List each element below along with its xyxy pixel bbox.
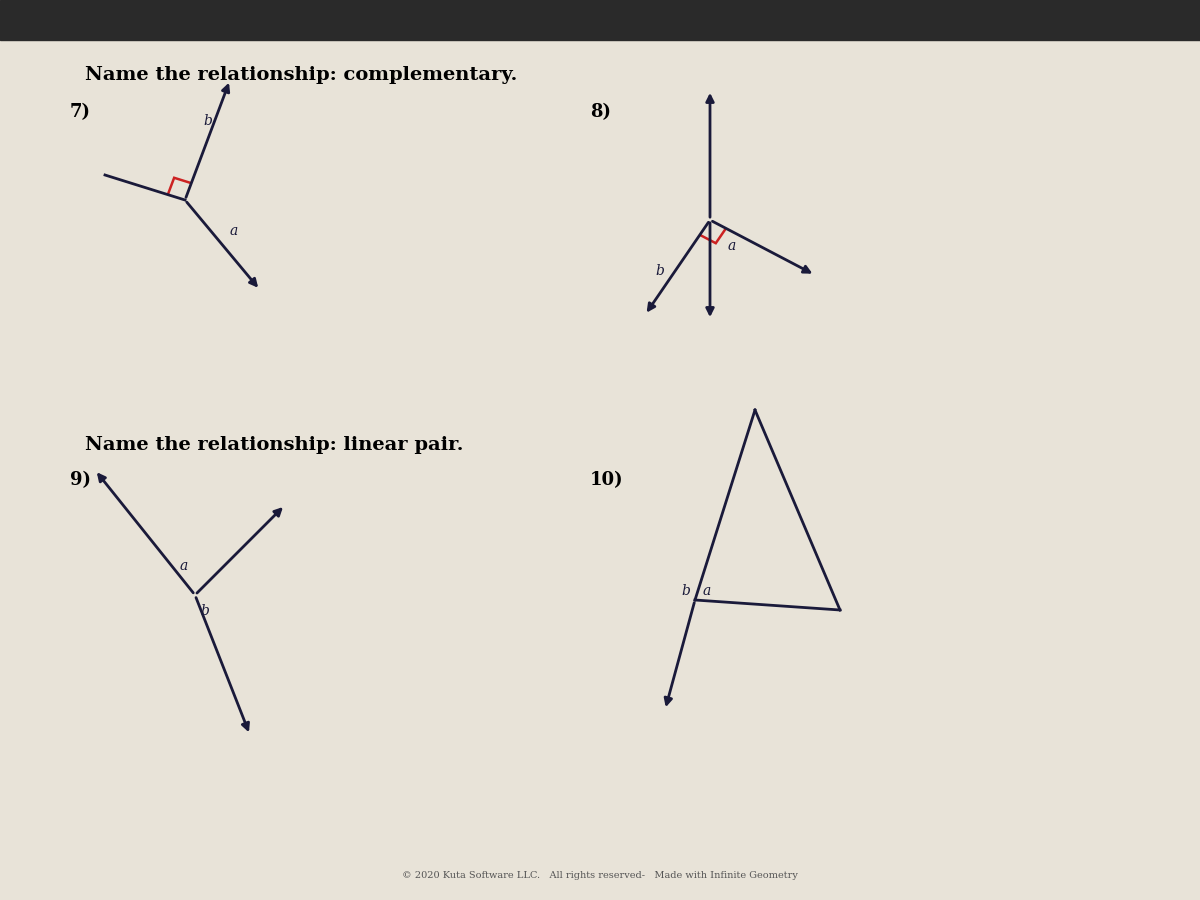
- Text: b: b: [200, 604, 209, 618]
- Text: 7): 7): [70, 103, 91, 121]
- Text: 10): 10): [590, 471, 624, 489]
- Text: Name the relationship: complementary.: Name the relationship: complementary.: [85, 66, 517, 84]
- Text: Name the relationship: linear pair.: Name the relationship: linear pair.: [85, 436, 463, 454]
- Text: a: a: [728, 239, 737, 253]
- Text: b: b: [682, 584, 690, 598]
- Text: a: a: [180, 559, 188, 573]
- Text: 9): 9): [70, 471, 91, 489]
- Text: b: b: [655, 264, 664, 278]
- Text: a: a: [230, 224, 239, 238]
- Text: © 2020 Kuta Software LLC.   All rights reserved-   Made with Infinite Geometry: © 2020 Kuta Software LLC. All rights res…: [402, 871, 798, 880]
- Text: a: a: [703, 584, 712, 598]
- Text: b: b: [203, 114, 212, 128]
- Text: 8): 8): [590, 103, 611, 121]
- Bar: [0, 0, 1200, 40]
